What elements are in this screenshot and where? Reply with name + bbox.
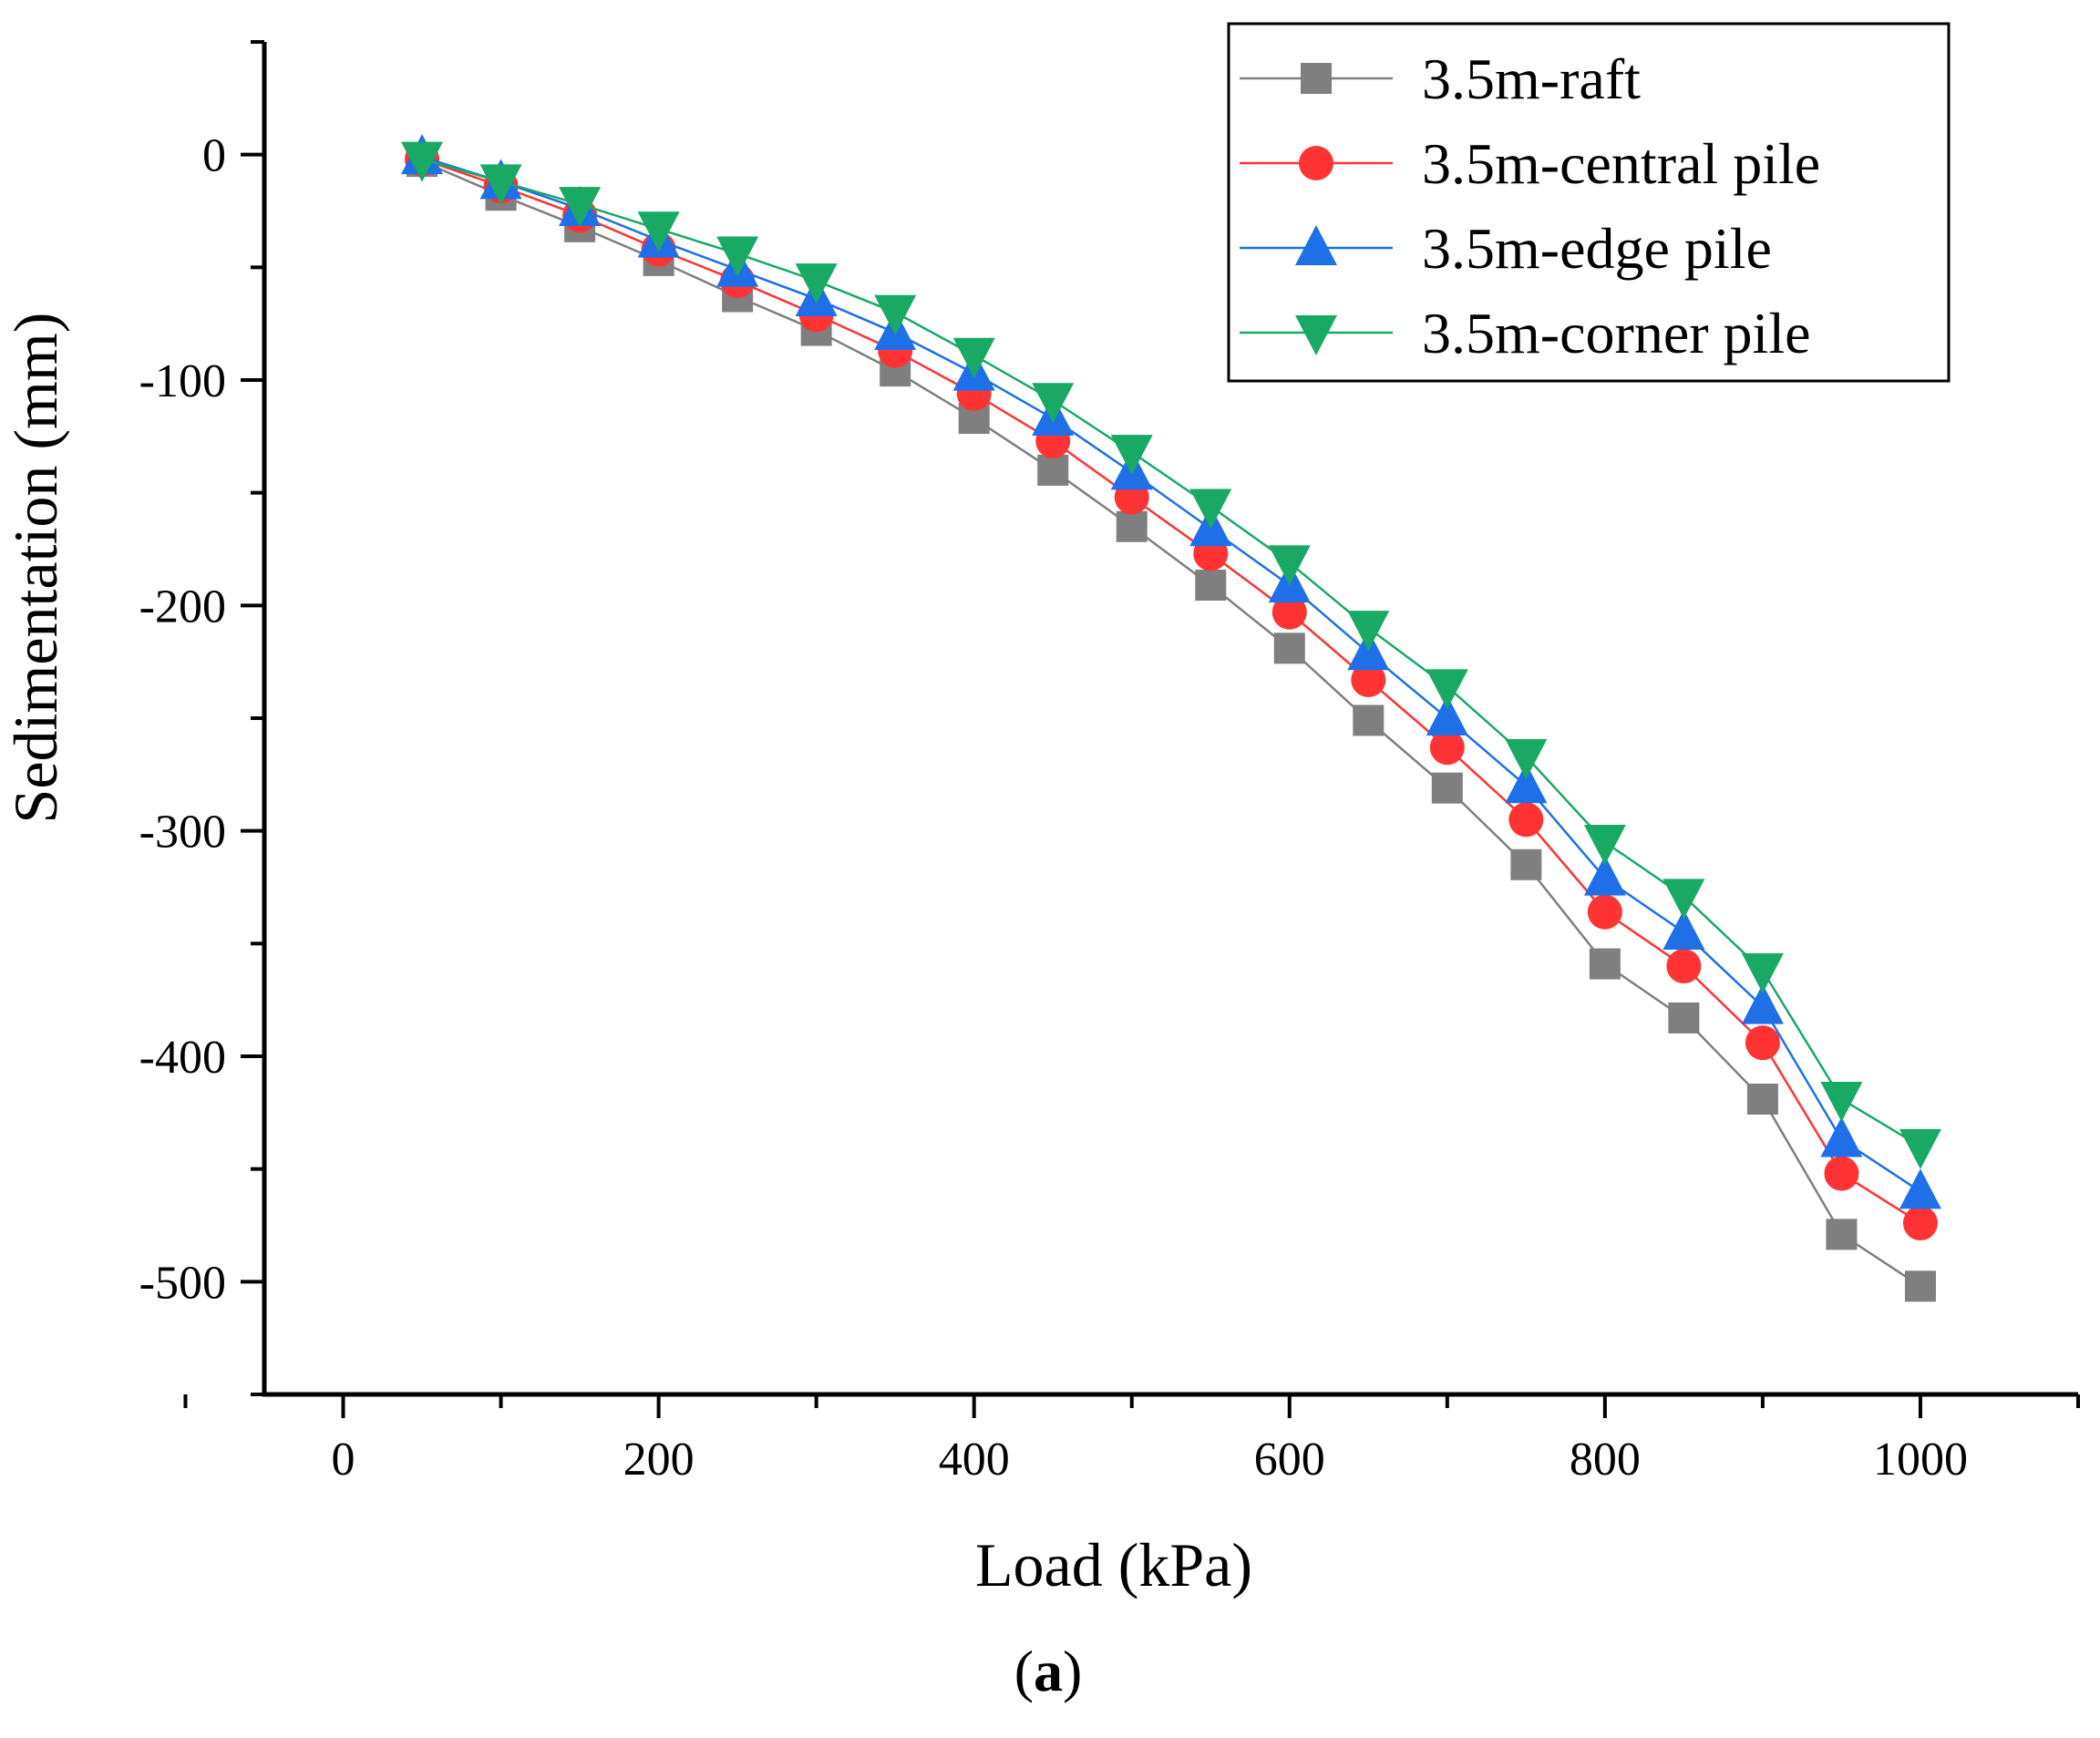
legend-label: 3.5m-edge pile (1422, 216, 1772, 281)
legend-label: 3.5m-central pile (1422, 131, 1820, 196)
x-tick-label: 800 (1570, 1434, 1641, 1486)
data-point (874, 294, 917, 335)
data-point (1662, 879, 1705, 920)
data-point (1745, 1025, 1780, 1061)
y-tick-label: -300 (139, 807, 226, 859)
data-point (1273, 632, 1305, 664)
series-group (401, 134, 1941, 1302)
data-point (1189, 488, 1232, 530)
legend-label: 3.5m-corner pile (1422, 301, 1811, 365)
legend-marker (1295, 225, 1337, 265)
legend-item: 3.5m-corner pile (1240, 301, 1811, 365)
series-3 (401, 141, 1941, 1169)
data-point (1589, 948, 1621, 980)
data-point (1510, 848, 1542, 880)
data-point (1741, 983, 1784, 1024)
data-point (952, 337, 995, 378)
x-tick-label: 600 (1254, 1434, 1325, 1486)
x-tick-label: 0 (332, 1434, 355, 1486)
legend-item: 3.5m-raft (1240, 46, 1641, 111)
data-point (1583, 825, 1626, 866)
x-tick-label: 400 (939, 1434, 1010, 1486)
data-point (1824, 1156, 1859, 1191)
y-tick-label: 0 (202, 130, 226, 182)
y-tick-label: -200 (139, 581, 226, 632)
data-point (479, 164, 522, 205)
data-point (1902, 1206, 1938, 1241)
data-point (1431, 772, 1463, 804)
data-point (1587, 894, 1622, 930)
data-point (1426, 669, 1468, 710)
axes: 0 200 400 600 800 1000 0 -100 -200 -300 -400 -500 (139, 40, 2080, 1486)
data-point (1271, 594, 1307, 630)
data-point (1505, 739, 1548, 780)
data-point (1904, 1270, 1936, 1302)
legend-marker (1295, 315, 1337, 355)
legend-item: 3.5m-edge pile (1240, 216, 1772, 281)
data-point (795, 263, 838, 304)
data-point (1899, 1168, 1941, 1209)
legend-label: 3.5m-raft (1422, 46, 1641, 111)
data-point (1899, 1128, 1941, 1169)
figure-caption: (a) (1014, 1639, 1083, 1703)
data-point (1662, 909, 1705, 950)
data-point (1746, 1083, 1778, 1115)
legend-box (1227, 22, 1951, 383)
data-point (1666, 949, 1702, 984)
data-point (1826, 1219, 1858, 1250)
data-point (1508, 802, 1544, 838)
data-point (1668, 1002, 1700, 1034)
x-tick-label: 200 (623, 1434, 695, 1486)
data-point (401, 141, 444, 182)
data-point (1032, 383, 1075, 424)
data-point (1116, 510, 1148, 542)
data-point (1741, 953, 1784, 994)
data-point (1820, 1116, 1863, 1157)
data-point (1820, 1081, 1863, 1122)
y-tick-label: -500 (139, 1257, 226, 1309)
legend: 3.5m-raft 3.5m-central pile 3.5m-edge pile… (1227, 22, 1951, 383)
legend-marker (1301, 63, 1332, 94)
data-point (637, 211, 680, 252)
legend-marker (1299, 146, 1333, 180)
data-point (1347, 611, 1390, 652)
y-axis-title: Sedimentation (mm) (1, 313, 70, 824)
data-point (1351, 662, 1386, 697)
legend-item: 3.5m-central pile (1240, 131, 1820, 196)
data-point (1426, 695, 1468, 735)
data-point (1110, 435, 1153, 476)
x-tick-label: 1000 (1873, 1434, 1968, 1486)
data-point (1429, 730, 1465, 766)
data-point (1268, 545, 1311, 586)
data-point (716, 236, 759, 277)
data-point (1353, 704, 1385, 736)
y-tick-label: -400 (139, 1032, 226, 1084)
data-point (559, 187, 602, 228)
data-point (1037, 454, 1069, 486)
data-point (1583, 855, 1626, 896)
data-point (1505, 763, 1548, 804)
y-tick-label: -100 (139, 355, 226, 407)
x-axis-title: Load (kPa) (975, 1530, 1252, 1599)
data-point (1195, 570, 1227, 602)
